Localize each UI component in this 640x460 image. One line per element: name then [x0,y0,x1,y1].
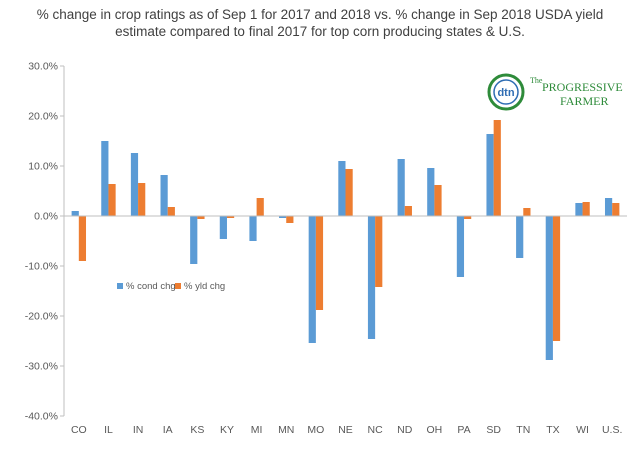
bar-cond-ia [160,175,168,216]
y-tick-label: 30.0% [28,61,58,73]
x-tick-label: KS [190,424,204,436]
bar-cond-nd [397,159,405,216]
legend-swatch [117,283,123,289]
x-tick-label: NC [368,424,384,436]
x-tick-label: PA [457,424,470,436]
chart-title: % change in crop ratings as of Sep 1 for… [36,7,604,39]
bar-cond-mo [308,216,316,343]
x-tick-label: CO [71,424,87,436]
x-tick-label: WI [576,424,589,436]
bar-yld-tx [552,216,561,341]
y-tick-label: -10.0% [25,261,58,273]
bar-cond-tx [545,216,553,360]
legend-swatch [175,283,181,289]
bar-yld-pa [464,216,472,219]
bar-yld-ia [167,207,175,216]
bar-yld-mo [315,216,324,310]
x-tick-label: OH [427,424,443,436]
bar-yld-us [612,203,620,216]
bar-yld-mn [286,216,294,223]
logo-line3: FARMER [560,94,608,108]
x-tick-label: SD [486,424,501,436]
bar-yld-il [108,184,116,216]
x-tick-label: KY [220,424,234,436]
bar-yld-tn [523,208,531,216]
bar-yld-in [138,183,146,216]
bar-cond-mi [249,216,257,241]
bar-cond-ks [190,216,198,264]
bar-yld-oh [434,185,442,216]
x-tick-label: IA [163,424,173,436]
x-tick-label: ND [397,424,413,436]
x-tick-label: U.S. [602,424,622,436]
bar-yld-mi [256,198,264,216]
logo-line2: PROGRESSIVE [542,80,623,94]
legend-label: % cond chg [126,281,176,292]
bar-cond-il [101,141,109,216]
x-tick-label: MI [251,424,263,436]
bar-yld-ky [226,216,235,218]
bar-yld-sd [493,120,501,216]
dtn-progressive-farmer-logo: dtn The PROGRESSIVE FARMER [487,73,623,111]
x-tick-label: TN [516,424,530,436]
bar-cond-mn [279,216,287,218]
bar-yld-co [78,216,87,261]
x-tick-label: TX [546,424,559,436]
bar-cond-oh [427,168,435,216]
y-tick-label: -40.0% [25,411,58,423]
y-tick-label: 10.0% [28,161,58,173]
logo-badge-text: dtn [497,87,514,99]
y-tick-label: 20.0% [28,111,58,123]
bar-yld-wi [582,202,590,216]
bar-cond-tn [516,216,524,258]
bar-cond-in [130,153,139,216]
bar-yld-nd [404,206,412,216]
bar-cond-sd [486,134,494,216]
bar-cond-ne [338,161,346,216]
legend-label: % yld chg [184,281,225,292]
bar-cond-us [604,198,613,216]
bar-cond-ky [219,216,227,239]
logo-line1: The [530,76,543,85]
x-tick-label: MN [278,424,294,436]
bar-cond-pa [456,216,465,277]
bar-cond-nc [367,216,376,339]
y-tick-label: -30.0% [25,361,58,373]
x-tick-label: MO [307,424,324,436]
bar-yld-nc [375,216,383,287]
x-tick-label: IL [104,424,113,436]
y-tick-label: -20.0% [25,311,58,323]
x-tick-label: NE [338,424,353,436]
y-tick-label: 0.0% [34,211,58,223]
bar-cond-wi [575,203,583,216]
bar-yld-ne [345,169,353,216]
bar-yld-ks [197,216,205,219]
x-tick-label: IN [133,424,144,436]
bar-cond-co [71,211,79,216]
